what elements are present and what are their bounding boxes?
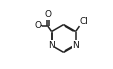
Text: Cl: Cl xyxy=(79,17,88,26)
Text: N: N xyxy=(72,41,78,50)
Text: O: O xyxy=(44,10,51,19)
Text: N: N xyxy=(48,41,54,50)
Text: O: O xyxy=(34,21,41,30)
